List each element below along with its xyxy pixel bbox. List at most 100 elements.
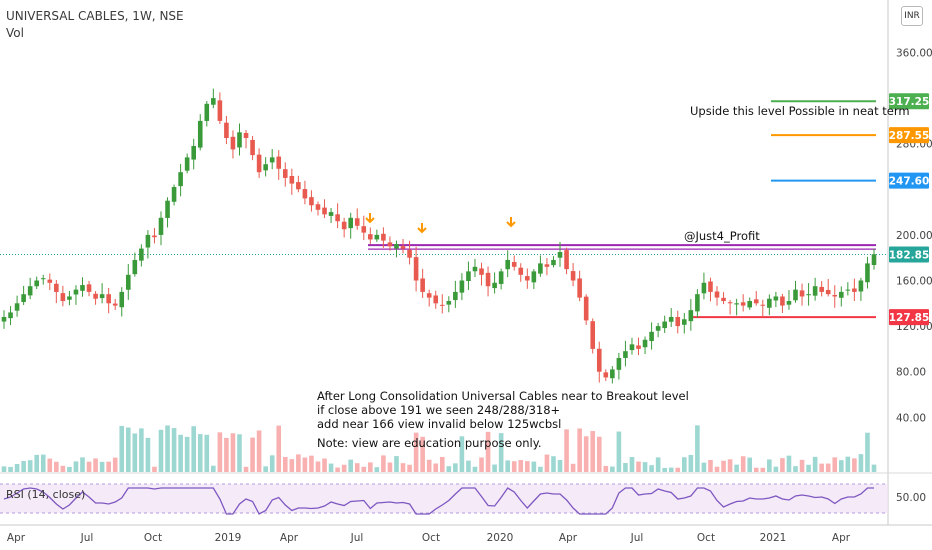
candle[interactable] — [1, 316, 7, 322]
candle[interactable] — [649, 331, 654, 342]
candle[interactable] — [838, 291, 844, 298]
candle[interactable] — [139, 248, 144, 261]
candle[interactable] — [197, 120, 203, 148]
candle[interactable] — [374, 234, 380, 240]
candle[interactable] — [498, 271, 504, 284]
candle[interactable] — [263, 164, 268, 171]
candle[interactable] — [282, 169, 288, 178]
candle[interactable] — [845, 289, 851, 291]
candle[interactable] — [786, 301, 792, 305]
price-label-badge[interactable] — [889, 309, 929, 326]
candle[interactable] — [152, 235, 157, 238]
candle[interactable] — [832, 295, 838, 297]
candle[interactable] — [119, 291, 125, 308]
candle[interactable] — [531, 271, 537, 283]
candle[interactable] — [184, 157, 190, 171]
candle[interactable] — [407, 249, 412, 258]
candle[interactable] — [348, 217, 353, 229]
candle[interactable] — [171, 187, 177, 202]
candle[interactable] — [721, 297, 726, 302]
candle[interactable] — [485, 272, 491, 287]
candle[interactable] — [505, 259, 510, 270]
candle[interactable] — [256, 154, 262, 173]
candle[interactable] — [525, 276, 530, 281]
candle[interactable] — [734, 303, 739, 305]
candle[interactable] — [34, 280, 40, 287]
candle[interactable] — [466, 271, 471, 282]
candle[interactable] — [760, 304, 766, 306]
candle[interactable] — [387, 242, 393, 247]
candle[interactable] — [675, 316, 681, 327]
candle[interactable] — [328, 212, 334, 216]
candle[interactable] — [309, 197, 314, 206]
candle[interactable] — [211, 98, 216, 105]
candle[interactable] — [237, 132, 242, 148]
candle[interactable] — [368, 234, 373, 240]
candle[interactable] — [67, 296, 72, 300]
candle[interactable] — [80, 285, 85, 291]
candle[interactable] — [296, 182, 301, 190]
candle[interactable] — [564, 250, 569, 270]
candle[interactable] — [511, 262, 517, 267]
candle[interactable] — [668, 316, 674, 322]
candle[interactable] — [695, 294, 700, 312]
candle[interactable] — [616, 358, 622, 370]
candle[interactable] — [871, 254, 877, 266]
candle[interactable] — [446, 301, 452, 305]
candle[interactable] — [812, 286, 818, 296]
candle[interactable] — [858, 280, 864, 292]
candle[interactable] — [106, 294, 111, 304]
candle[interactable] — [243, 132, 249, 138]
candle[interactable] — [354, 218, 360, 226]
candle[interactable] — [557, 252, 563, 258]
candle[interactable] — [603, 372, 609, 378]
candle[interactable] — [570, 271, 576, 281]
candle[interactable] — [596, 348, 602, 372]
candle[interactable] — [538, 263, 543, 274]
candle[interactable] — [472, 266, 478, 272]
candle[interactable] — [93, 293, 98, 299]
candle[interactable] — [335, 214, 340, 222]
candle[interactable] — [165, 200, 170, 218]
candle[interactable] — [99, 294, 105, 299]
candle[interactable] — [636, 345, 641, 349]
candle[interactable] — [191, 145, 196, 160]
candle[interactable] — [459, 280, 465, 293]
candle[interactable] — [740, 302, 746, 306]
candle[interactable] — [610, 369, 615, 379]
candle[interactable] — [302, 189, 308, 199]
candle[interactable] — [819, 286, 824, 292]
candle[interactable] — [322, 207, 327, 215]
candle[interactable] — [518, 267, 524, 275]
candle[interactable] — [753, 299, 759, 304]
candle[interactable] — [688, 310, 694, 322]
candle[interactable] — [250, 139, 255, 156]
candle[interactable] — [433, 295, 439, 304]
candle[interactable] — [204, 103, 210, 121]
candle[interactable] — [453, 291, 458, 301]
candle[interactable] — [40, 278, 46, 280]
candle[interactable] — [682, 319, 687, 325]
candle[interactable] — [21, 294, 26, 303]
price-label-badge[interactable] — [889, 93, 929, 110]
candle[interactable] — [112, 303, 118, 306]
candle[interactable] — [132, 259, 138, 275]
candle[interactable] — [178, 172, 183, 187]
candle[interactable] — [125, 274, 131, 290]
candle[interactable] — [269, 157, 275, 163]
candle[interactable] — [341, 221, 347, 230]
candle[interactable] — [224, 122, 229, 138]
price-label-badge[interactable] — [889, 246, 929, 263]
currency-badge[interactable]: INR — [901, 6, 923, 26]
candle[interactable] — [590, 321, 596, 349]
candle[interactable] — [73, 289, 79, 295]
candle[interactable] — [86, 284, 92, 292]
candle[interactable] — [655, 326, 661, 331]
candle[interactable] — [747, 301, 753, 308]
candle[interactable] — [276, 156, 282, 169]
price-label-badge[interactable] — [889, 172, 929, 189]
candle[interactable] — [662, 321, 667, 329]
candle[interactable] — [852, 288, 857, 292]
candle[interactable] — [773, 296, 779, 301]
candle[interactable] — [289, 176, 295, 184]
